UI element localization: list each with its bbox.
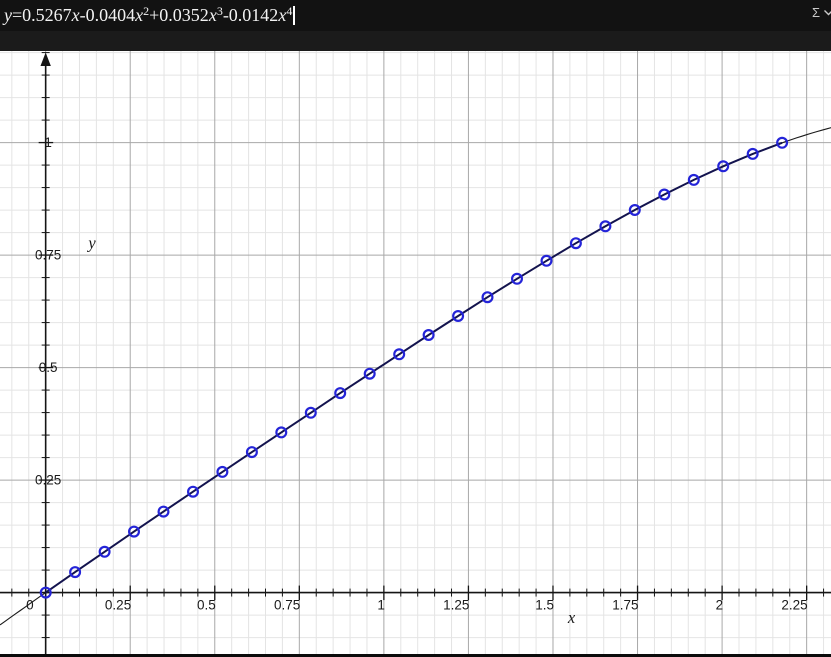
data-point-marker xyxy=(658,188,671,201)
equation-segment: x xyxy=(208,5,217,25)
fit-curve xyxy=(0,127,831,626)
data-point-marker xyxy=(187,485,200,498)
x-tick-label: 1.5 xyxy=(535,598,554,613)
data-point-marker xyxy=(69,566,82,579)
data-point-marker xyxy=(216,465,229,478)
tick-labels: 0 0.25 0.5 0.75 1 1.25 1.5 1.75 2 2.25 0.25 0.5 0.75… xyxy=(26,135,808,613)
y-tick-label: 1 xyxy=(44,135,52,150)
x-axis-title: x xyxy=(567,608,576,627)
text-cursor xyxy=(293,6,296,25)
major-gridlines xyxy=(0,51,831,654)
y-axis-title: y xyxy=(86,234,96,253)
sigma-summation-icon[interactable]: Σ xyxy=(811,4,820,20)
y-axis-arrowhead xyxy=(40,52,51,66)
equation-segment: +0.0352 xyxy=(149,5,209,25)
minor-gridlines xyxy=(0,51,831,654)
x-tick-label: 0.25 xyxy=(105,598,131,613)
data-point-marker xyxy=(245,446,258,459)
x-tick-label: 1.75 xyxy=(612,598,638,613)
x-tick-label: 2 xyxy=(716,598,724,613)
equation-segment: x xyxy=(278,5,287,25)
data-point-marker xyxy=(157,505,170,518)
y-tick-label: 0.5 xyxy=(39,360,58,375)
data-point-marker xyxy=(39,586,52,599)
axis-titles: xy xyxy=(86,234,576,628)
data-point-markers xyxy=(39,136,789,599)
data-point-marker xyxy=(510,272,523,285)
data-point-marker xyxy=(599,220,612,233)
data-point-marker xyxy=(422,329,435,342)
data-point-marker xyxy=(334,387,347,400)
x-tick-label: 0 xyxy=(26,598,34,613)
data-point-marker xyxy=(687,173,700,186)
data-point-marker xyxy=(569,237,582,250)
equation-segment: 2 xyxy=(143,4,150,18)
equation-text: y=0.5267x-0.0404x2+0.0352x3-0.0142x4 xyxy=(4,4,293,26)
x-tick-label: 0.75 xyxy=(274,598,300,613)
equation-segment: y xyxy=(4,5,12,25)
data-point-marker xyxy=(98,545,111,558)
equation-bar: y=0.5267x-0.0404x2+0.0352x3-0.0142x4 Σ xyxy=(0,0,831,51)
equation-input[interactable]: y=0.5267x-0.0404x2+0.0352x3-0.0142x4 xyxy=(0,0,831,31)
data-point-marker xyxy=(628,204,641,217)
equation-segment: x xyxy=(71,5,80,25)
x-tick-label: 1.25 xyxy=(443,598,469,613)
equation-segment: -0.0142 xyxy=(222,5,279,25)
equation-segment: 3 xyxy=(216,4,223,18)
data-point-marker xyxy=(393,348,406,361)
equation-segment: -0.0404 xyxy=(79,5,136,25)
equation-segment: x xyxy=(135,5,144,25)
data-point-marker xyxy=(481,291,494,304)
equation-segment: =0.5267 xyxy=(12,5,72,25)
data-point-marker xyxy=(275,426,288,439)
equation-segment: 4 xyxy=(286,4,293,18)
data-point-marker xyxy=(452,310,465,323)
data-point-marker xyxy=(717,160,730,173)
graph-canvas[interactable]: 0 0.25 0.5 0.75 1 1.25 1.5 1.75 2 2.25 0.25 0.5 0.75… xyxy=(0,51,831,654)
data-point-marker xyxy=(746,147,759,160)
x-tick-label: 0.5 xyxy=(197,598,216,613)
x-tick-label: 1 xyxy=(377,598,385,613)
data-point-marker xyxy=(304,406,317,419)
x-tick-label: 2.25 xyxy=(781,598,807,613)
y-tick-label: 0.75 xyxy=(35,248,61,263)
data-point-marker xyxy=(540,254,553,267)
equation-tools: Σ xyxy=(812,3,831,21)
chevron-down-icon[interactable] xyxy=(823,8,831,17)
bottom-strip xyxy=(0,654,831,657)
data-point-marker xyxy=(363,367,376,380)
data-point-marker xyxy=(128,525,141,538)
y-tick-label: 0.25 xyxy=(35,473,61,488)
data-point-marker xyxy=(776,136,789,149)
